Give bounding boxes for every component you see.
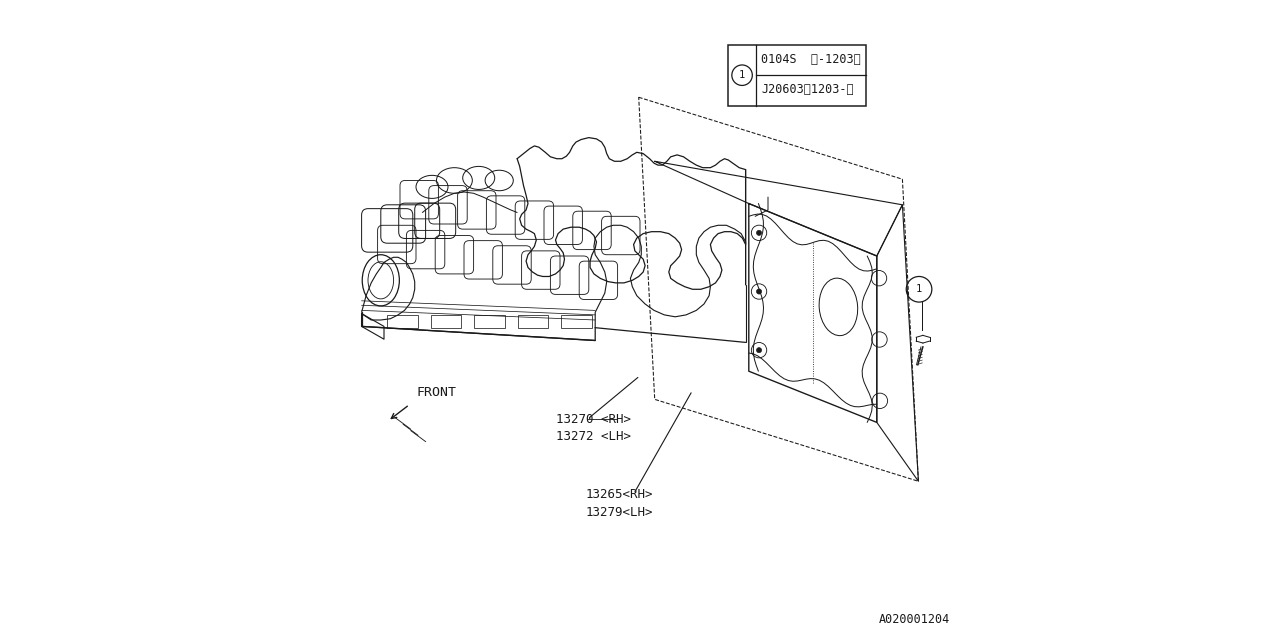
Bar — [728, 45, 865, 106]
Circle shape — [756, 289, 762, 294]
Text: 13272 <LH>: 13272 <LH> — [556, 430, 631, 443]
Text: J20603＜1203-＞: J20603＜1203-＞ — [760, 83, 854, 96]
Text: 13270 <RH>: 13270 <RH> — [556, 413, 631, 426]
Circle shape — [756, 348, 762, 353]
Text: FRONT: FRONT — [416, 387, 456, 399]
Text: 1: 1 — [916, 284, 922, 294]
Circle shape — [756, 230, 762, 236]
Text: 13265<RH>: 13265<RH> — [585, 488, 653, 500]
Text: A020001204: A020001204 — [879, 613, 950, 626]
Text: 0104S  ＜-1203＞: 0104S ＜-1203＞ — [760, 53, 860, 66]
Text: 1: 1 — [739, 70, 745, 80]
Text: 13279<LH>: 13279<LH> — [585, 506, 653, 518]
